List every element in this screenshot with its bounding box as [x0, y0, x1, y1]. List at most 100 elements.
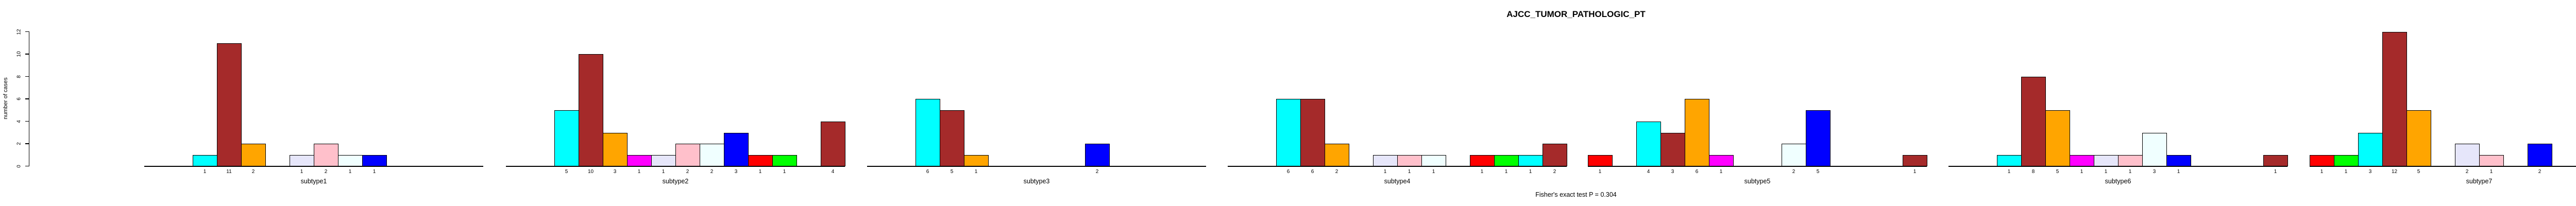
bar-subtype7-T1B1 — [2382, 32, 2407, 166]
bar-subtype7-T2A1 — [2479, 155, 2504, 166]
y-axis-tick-label: 12 — [16, 28, 22, 35]
bar-subtype3-T1B — [916, 99, 940, 166]
bar-value-label: 3 — [613, 169, 617, 175]
bar-subtype5-T1B2 — [1685, 99, 1709, 166]
bar-value-label: 1 — [1529, 169, 1532, 175]
bar-subtype4-T2A — [1373, 155, 1398, 166]
bar-subtype7-T2A — [2455, 144, 2480, 166]
bar-value-label: 1 — [1719, 169, 1723, 175]
bar-value-label: 1 — [2080, 169, 2083, 175]
bar-value-label: 1 — [372, 169, 376, 175]
bar-subtype1-T2A — [290, 155, 314, 166]
bar-subtype2-T2A — [651, 155, 676, 166]
bar-value-label: 2 — [324, 169, 328, 175]
bar-value-label: 2 — [2538, 169, 2541, 175]
bar-value-label: 11 — [226, 169, 232, 175]
bar-value-label: 2 — [710, 169, 714, 175]
group-label-subtype1: subtype1 — [300, 178, 327, 185]
bar-subtype6-T1B1 — [2021, 77, 2046, 166]
bar-value-label: 1 — [2489, 169, 2493, 175]
bar-value-label: 1 — [1913, 169, 1917, 175]
bar-subtype5-T2B — [1806, 110, 1831, 166]
bar-value-label: 1 — [2320, 169, 2324, 175]
bar-value-label: 2 — [1095, 169, 1099, 175]
y-axis-tick-label: 2 — [16, 142, 22, 145]
y-axis-tick — [25, 143, 29, 144]
bar-subtype4-T1B — [1276, 99, 1301, 166]
bar-value-label: 1 — [1598, 169, 1602, 175]
y-axis-tick — [25, 121, 29, 122]
bar-value-label: 1 — [2007, 169, 2011, 175]
bar-subtype5-TX — [1903, 155, 1927, 166]
bar-value-label: 3 — [2153, 169, 2156, 175]
y-axis-tick — [25, 98, 29, 99]
bar-subtype5-T2A2 — [1782, 144, 1806, 166]
group-label-subtype4: subtype4 — [1384, 178, 1411, 185]
y-axis-label: number of cases — [3, 77, 9, 119]
group-label-subtype2: subtype2 — [662, 178, 689, 185]
bar-subtype2-T4 — [772, 155, 797, 166]
bar-subtype4-T2A1 — [1397, 155, 1422, 166]
bar-subtype7-T1B — [2358, 133, 2383, 166]
bar-value-label: 6 — [926, 169, 929, 175]
bar-value-label: 2 — [1792, 169, 1795, 175]
bar-value-label: 4 — [831, 169, 835, 175]
bar-value-label: 5 — [1816, 169, 1820, 175]
bar-subtype3-T2B — [1085, 144, 1110, 166]
bar-subtype1-T1B1 — [217, 43, 242, 166]
bar-subtype5-T1B — [1636, 122, 1661, 166]
group-label-subtype6: subtype6 — [2105, 178, 2131, 185]
bar-subtype2-T1B — [554, 110, 579, 166]
bar-value-label: 1 — [2274, 169, 2277, 175]
bar-subtype5-T1B1 — [1660, 133, 1685, 166]
bar-subtype4-TX — [1543, 144, 1567, 166]
y-axis-tick-label: 0 — [16, 164, 22, 168]
chart-title: AJCC_TUMOR_PATHOLOGIC_PT — [1506, 9, 1646, 19]
bar-subtype2-T2A1 — [675, 144, 700, 166]
bar-value-label: 1 — [348, 169, 352, 175]
bar-subtype4-TIS — [1518, 155, 1543, 166]
bar-value-label: 1 — [2177, 169, 2180, 175]
y-axis-tick-label: 6 — [16, 97, 22, 100]
bar-value-label: 6 — [1695, 169, 1699, 175]
bar-value-label: 1 — [1383, 169, 1387, 175]
bar-value-label: 1 — [758, 169, 762, 175]
bar-value-label: 5 — [565, 169, 568, 175]
bar-subtype1-T1B2 — [241, 144, 266, 166]
bar-value-label: 6 — [1311, 169, 1314, 175]
group-label-subtype5: subtype5 — [1744, 178, 1771, 185]
bar-value-label: 5 — [950, 169, 954, 175]
bar-value-label: 1 — [203, 169, 207, 175]
bar-subtype7-T1A1 — [2334, 155, 2359, 166]
bar-value-label: 1 — [1432, 169, 1435, 175]
bar-value-label: 3 — [1671, 169, 1674, 175]
bar-subtype4-T4 — [1494, 155, 1519, 166]
bar-subtype2-T1B1 — [579, 54, 603, 166]
bar-subtype4-T1B2 — [1325, 144, 1349, 166]
bar-subtype1-T1B — [193, 155, 217, 166]
y-axis-tick-label: 4 — [16, 119, 22, 123]
bar-value-label: 8 — [2031, 169, 2035, 175]
bar-subtype2-TX — [821, 122, 845, 166]
y-axis-tick-label: 8 — [16, 75, 22, 78]
y-axis-tick — [25, 76, 29, 77]
bar-value-label: 1 — [1504, 169, 1508, 175]
bar-subtype1-T2A1 — [314, 144, 338, 166]
bar-subtype3-T1B2 — [964, 155, 989, 166]
bar-value-label: 1 — [2344, 169, 2348, 175]
bar-value-label: 5 — [2417, 169, 2420, 175]
bar-subtype3-T1B1 — [940, 110, 964, 166]
bar-subtype4-T1B1 — [1300, 99, 1325, 166]
bar-subtype1-T2A2 — [338, 155, 363, 166]
bar-subtype2-T2B — [724, 133, 749, 166]
fisher-test-annotation: Fisher's exact test P = 0.304 — [1535, 191, 1617, 198]
bar-subtype4-T3B — [1470, 155, 1495, 166]
bar-value-label: 1 — [974, 169, 978, 175]
bar-value-label: 2 — [251, 169, 255, 175]
bar-subtype6-T1B — [1997, 155, 2022, 166]
bar-value-label: 6 — [1286, 169, 1290, 175]
bar-value-label: 12 — [2391, 169, 2398, 175]
bar-value-label: 4 — [1647, 169, 1650, 175]
bar-value-label: 2 — [686, 169, 689, 175]
